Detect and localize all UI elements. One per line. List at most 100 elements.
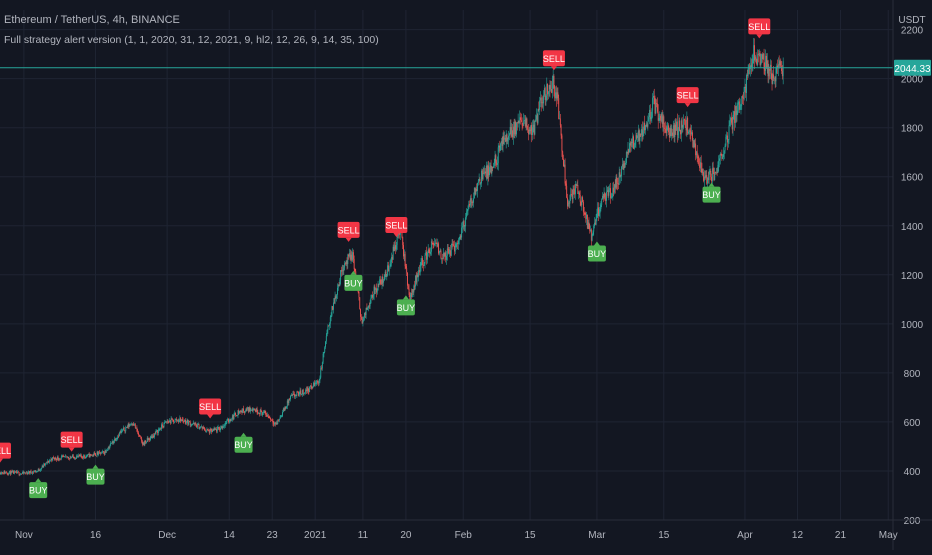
- candle-body: [144, 442, 145, 444]
- sell-signal[interactable]: SELL: [677, 87, 699, 107]
- signal-pointer: [35, 478, 41, 482]
- candle-body: [304, 393, 305, 394]
- candle-body: [495, 155, 496, 161]
- candle-body: [179, 421, 180, 422]
- candle-body: [462, 226, 463, 227]
- candle-body: [623, 164, 624, 169]
- candle-body: [541, 98, 542, 104]
- candle-body: [315, 383, 316, 386]
- candle-body: [515, 122, 516, 135]
- buy-signal[interactable]: BUY: [397, 295, 416, 315]
- candle-body: [736, 106, 737, 115]
- buy-signal[interactable]: BUY: [702, 183, 721, 203]
- candle-body: [389, 266, 390, 271]
- candle-body: [47, 461, 48, 463]
- candle-body: [756, 59, 757, 65]
- buy-signal[interactable]: BUY: [234, 433, 253, 453]
- candle-body: [345, 263, 346, 264]
- candle-body: [550, 85, 551, 89]
- candle-body: [55, 458, 56, 459]
- candle-body: [421, 262, 422, 266]
- sell-signal[interactable]: SELL: [748, 18, 770, 38]
- candle-body: [472, 202, 473, 203]
- candle-body: [53, 457, 54, 458]
- candle-body: [175, 419, 176, 421]
- candle-body: [750, 65, 751, 69]
- candle-body: [12, 471, 13, 472]
- candle-body: [277, 423, 278, 424]
- candle-body: [199, 424, 200, 429]
- candle-body: [547, 84, 548, 94]
- candle-body: [154, 433, 155, 437]
- candle-body: [425, 252, 426, 256]
- candle-body: [722, 157, 723, 159]
- candle-body: [210, 429, 211, 433]
- candle-body: [93, 453, 94, 456]
- legend-indicator[interactable]: Full strategy alert version (1, 1, 2020,…: [4, 34, 379, 46]
- legend-symbol[interactable]: Ethereum / TetherUS, 4h, BINANCE: [4, 14, 180, 26]
- candle-body: [653, 96, 654, 98]
- candle-body: [407, 272, 408, 285]
- candle-body: [723, 154, 724, 157]
- candle-body: [155, 433, 156, 434]
- candle-body: [390, 264, 391, 266]
- candle-body: [242, 411, 243, 413]
- candle-body: [387, 265, 388, 275]
- candle-body: [10, 471, 11, 474]
- candle-body: [120, 433, 121, 434]
- candle-body: [250, 410, 251, 411]
- candle-body: [741, 96, 742, 105]
- candle-body: [411, 293, 412, 297]
- candle-body: [561, 135, 562, 151]
- candle-body: [167, 422, 168, 423]
- candle-body: [97, 452, 98, 456]
- buy-signal[interactable]: BUY: [29, 478, 48, 498]
- candle-body: [70, 458, 71, 459]
- candle-body: [175, 419, 176, 420]
- candle-body: [45, 463, 46, 465]
- candle-body: [480, 183, 481, 184]
- x-tick-label: 14: [224, 530, 236, 541]
- candle-body: [298, 392, 299, 396]
- sell-signal[interactable]: SELL: [385, 217, 407, 237]
- candle-body: [76, 456, 77, 458]
- candle-body: [428, 250, 429, 253]
- buy-signal[interactable]: BUY: [86, 465, 105, 485]
- candle-body: [755, 57, 756, 61]
- candle-body: [296, 395, 297, 396]
- candle-body: [137, 431, 138, 433]
- candle-body: [782, 71, 783, 76]
- candle-body: [435, 243, 436, 244]
- candle-body: [714, 172, 715, 180]
- x-tick-label: 21: [835, 530, 847, 541]
- sell-signal[interactable]: SELL: [338, 222, 360, 242]
- candle-body: [350, 253, 351, 259]
- sell-signal[interactable]: SELL: [199, 398, 221, 418]
- candle-body: [513, 127, 514, 138]
- candle-body: [465, 217, 466, 226]
- candle-body: [290, 396, 291, 399]
- candle-body: [523, 121, 524, 126]
- candle-body: [7, 473, 8, 474]
- candle-body: [238, 410, 239, 415]
- candle-body: [562, 151, 563, 159]
- candle-body: [179, 418, 180, 421]
- candle-body: [289, 399, 290, 400]
- candle-body: [393, 247, 394, 260]
- candle-body: [472, 202, 473, 203]
- sell-signal[interactable]: SELL: [61, 432, 83, 452]
- buy-signal[interactable]: BUY: [344, 271, 363, 291]
- sell-signal[interactable]: SELL: [0, 443, 11, 463]
- candle-body: [375, 288, 376, 290]
- candle-body: [265, 413, 266, 415]
- candle-body: [415, 276, 416, 287]
- buy-signal[interactable]: BUY: [588, 241, 607, 261]
- currency-label[interactable]: USDT: [898, 15, 925, 26]
- candle-body: [300, 390, 301, 394]
- candle-body: [587, 215, 588, 229]
- candle-body: [733, 111, 734, 115]
- candle-body: [195, 423, 196, 425]
- candle-body: [657, 104, 658, 112]
